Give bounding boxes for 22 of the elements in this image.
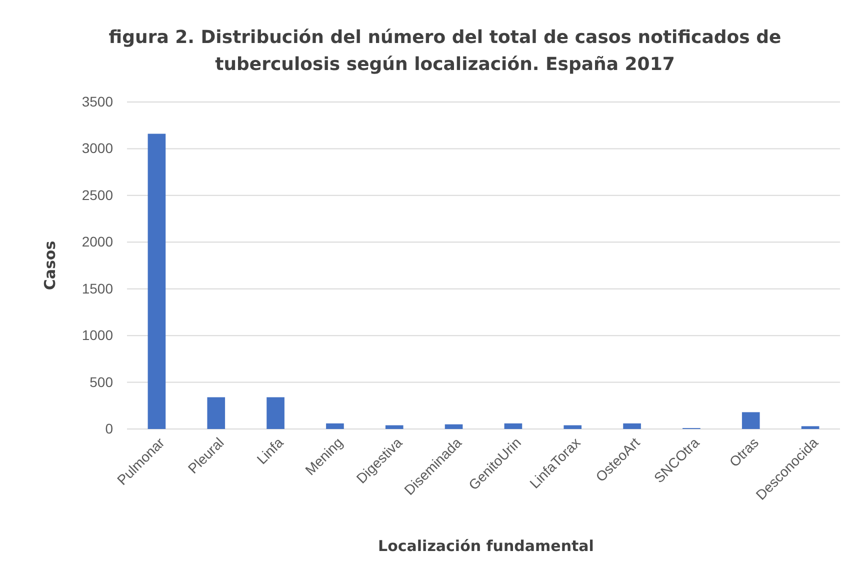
y-tick-label: 500 xyxy=(90,374,114,390)
y-tick-label: 0 xyxy=(105,420,114,436)
y-tick-label: 1500 xyxy=(82,280,114,296)
chart-title: figura 2. Distribución del número del total de casos notificados de tuberculosis según localización. España 2017 xyxy=(108,27,782,75)
bar xyxy=(148,134,166,429)
y-tick-label: 1000 xyxy=(82,327,114,344)
y-axis-title: Casos xyxy=(41,240,59,290)
bar xyxy=(444,424,463,429)
bar xyxy=(564,425,582,429)
bar xyxy=(207,397,226,429)
y-tick-label: 2000 xyxy=(82,234,114,250)
y-tick-label: 3000 xyxy=(82,140,114,156)
bar xyxy=(385,425,404,429)
y-tick-label: 3500 xyxy=(82,93,114,110)
y-tick-label: 2500 xyxy=(82,186,114,203)
bar xyxy=(326,423,344,429)
bar xyxy=(623,423,641,429)
x-axis-title: Localización fundamental xyxy=(378,537,594,555)
bar xyxy=(504,423,522,429)
bar xyxy=(742,412,760,429)
bar xyxy=(801,426,820,429)
bar xyxy=(266,397,284,429)
